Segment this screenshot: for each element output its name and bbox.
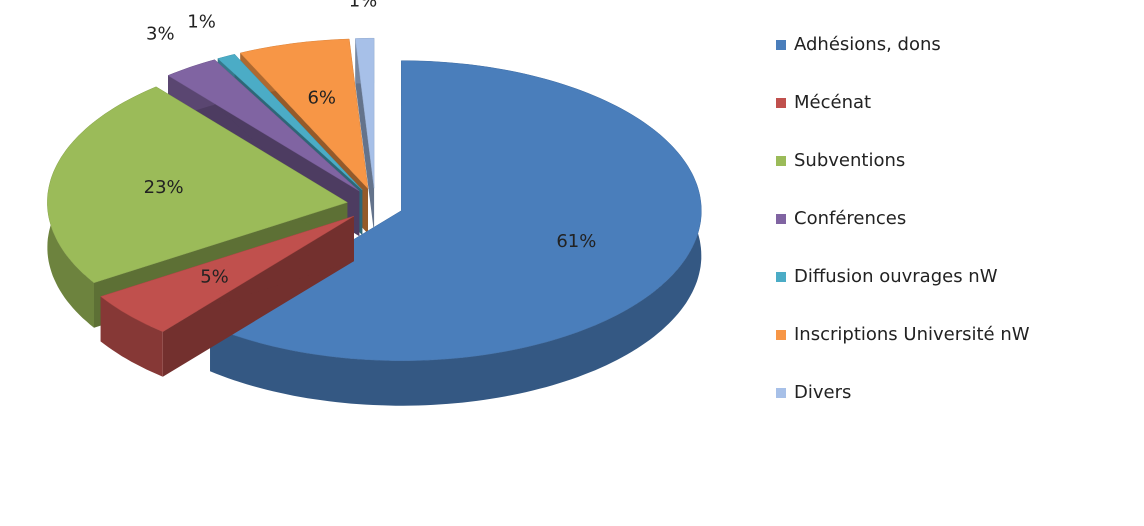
- legend-label: Inscriptions Université nW: [794, 324, 1030, 345]
- slice: [100, 215, 355, 377]
- legend-swatch: [776, 156, 786, 166]
- legend-label: Adhésions, dons: [794, 34, 941, 55]
- slice-top: [239, 38, 369, 190]
- legend-swatch: [776, 214, 786, 224]
- legend-swatch: [776, 272, 786, 282]
- legend-swatch: [776, 98, 786, 108]
- data-label: 23%: [144, 177, 184, 198]
- data-label: 1%: [187, 11, 216, 32]
- data-label: 5%: [200, 267, 229, 288]
- slice-top: [167, 59, 360, 192]
- legend-label: Conférences: [794, 208, 906, 229]
- slice-top: [355, 37, 375, 189]
- slice-side: [210, 60, 702, 406]
- slice-side: [100, 296, 163, 377]
- legend-swatch: [776, 330, 786, 340]
- legend-swatch: [776, 388, 786, 398]
- legend-label: Mécénat: [794, 92, 871, 113]
- data-label: 3%: [146, 24, 175, 45]
- slice-wall: [355, 38, 375, 234]
- slice-top: [217, 54, 363, 191]
- data-label: 1%: [349, 0, 378, 11]
- legend-label: Subventions: [794, 150, 905, 171]
- data-label: 6%: [307, 88, 336, 109]
- data-label: 61%: [556, 231, 596, 252]
- slice-top: [209, 60, 702, 361]
- slice: [355, 37, 375, 234]
- legend-label: Diffusion ouvrages nW: [794, 266, 998, 287]
- legend-label: Divers: [794, 382, 851, 403]
- legend-swatch: [776, 40, 786, 50]
- slice-top: [47, 86, 348, 283]
- slice-top: [100, 215, 355, 332]
